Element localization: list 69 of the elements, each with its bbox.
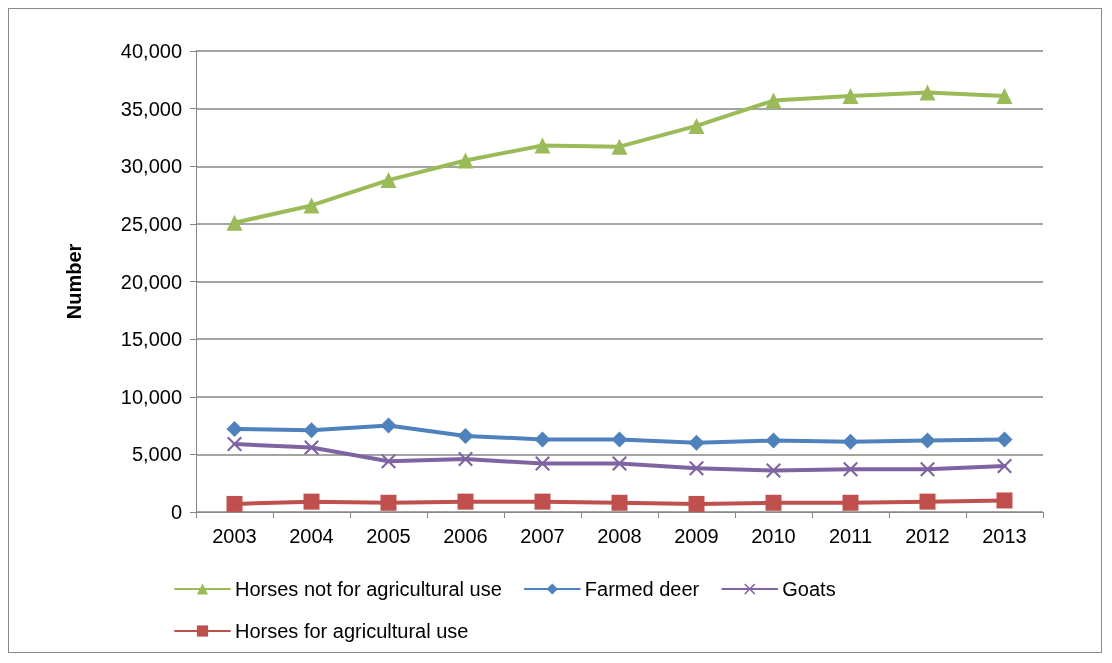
point <box>457 152 474 169</box>
point <box>996 431 1013 448</box>
x-tick-label: 2013 <box>982 525 1027 547</box>
point <box>843 461 858 477</box>
point <box>997 458 1012 474</box>
x-tick-label: 2006 <box>443 525 488 547</box>
point <box>534 431 551 448</box>
point <box>765 432 782 449</box>
point <box>611 431 628 448</box>
point <box>765 92 782 109</box>
point <box>689 460 704 476</box>
x-tick-label: 2004 <box>289 525 334 547</box>
point <box>919 493 936 510</box>
point <box>380 172 397 189</box>
legend-label: Goats <box>782 578 836 600</box>
y-tick-label: 15,000 <box>120 328 182 351</box>
x-tick-label: 2011 <box>828 525 873 547</box>
point <box>996 87 1013 104</box>
y-axis-title: Number <box>63 243 85 320</box>
y-tick-label: 40,000 <box>120 40 182 62</box>
y-tick-label: 35,000 <box>120 97 182 120</box>
point <box>765 494 782 511</box>
point <box>611 494 628 511</box>
point <box>842 87 859 104</box>
y-tick-label: 5,000 <box>131 443 182 466</box>
point <box>226 495 243 512</box>
legend-label: Farmed deer <box>584 578 700 600</box>
point <box>919 432 936 449</box>
y-tick-label: 30,000 <box>120 155 182 178</box>
x-tick-label: 2009 <box>674 525 719 547</box>
point <box>920 461 935 477</box>
point <box>226 421 243 438</box>
point <box>226 214 243 231</box>
point <box>842 494 859 511</box>
x-tick-label: 2010 <box>751 525 796 547</box>
point <box>304 439 319 455</box>
legend-label: Horses for agricultural use <box>235 620 469 642</box>
y-tick-label: 20,000 <box>120 270 182 293</box>
point <box>303 422 320 439</box>
point <box>457 493 474 510</box>
y-tick-label: 25,000 <box>120 212 182 235</box>
point <box>380 417 397 434</box>
point <box>766 463 781 479</box>
point <box>534 137 551 154</box>
point <box>303 197 320 214</box>
point <box>534 493 551 510</box>
point <box>380 494 397 511</box>
y-tick-label: 0 <box>170 501 182 523</box>
point <box>688 117 705 134</box>
y-tick-label: 10,000 <box>120 385 182 408</box>
x-tick-label: 2012 <box>905 525 950 547</box>
point <box>303 493 320 510</box>
x-tick-label: 2005 <box>366 525 411 547</box>
point <box>381 453 396 469</box>
point <box>996 492 1013 509</box>
point <box>919 84 936 101</box>
point <box>458 451 473 467</box>
x-tick-label: 2003 <box>212 525 257 547</box>
point <box>227 436 242 452</box>
point <box>688 434 705 451</box>
point <box>612 456 627 472</box>
point <box>688 495 705 512</box>
x-tick-label: 2007 <box>520 525 565 547</box>
point <box>842 433 859 450</box>
point <box>535 456 550 472</box>
legend-label: Horses not for agricultural use <box>235 578 502 600</box>
point <box>457 427 474 444</box>
x-tick-label: 2008 <box>597 525 642 547</box>
point <box>611 138 628 155</box>
